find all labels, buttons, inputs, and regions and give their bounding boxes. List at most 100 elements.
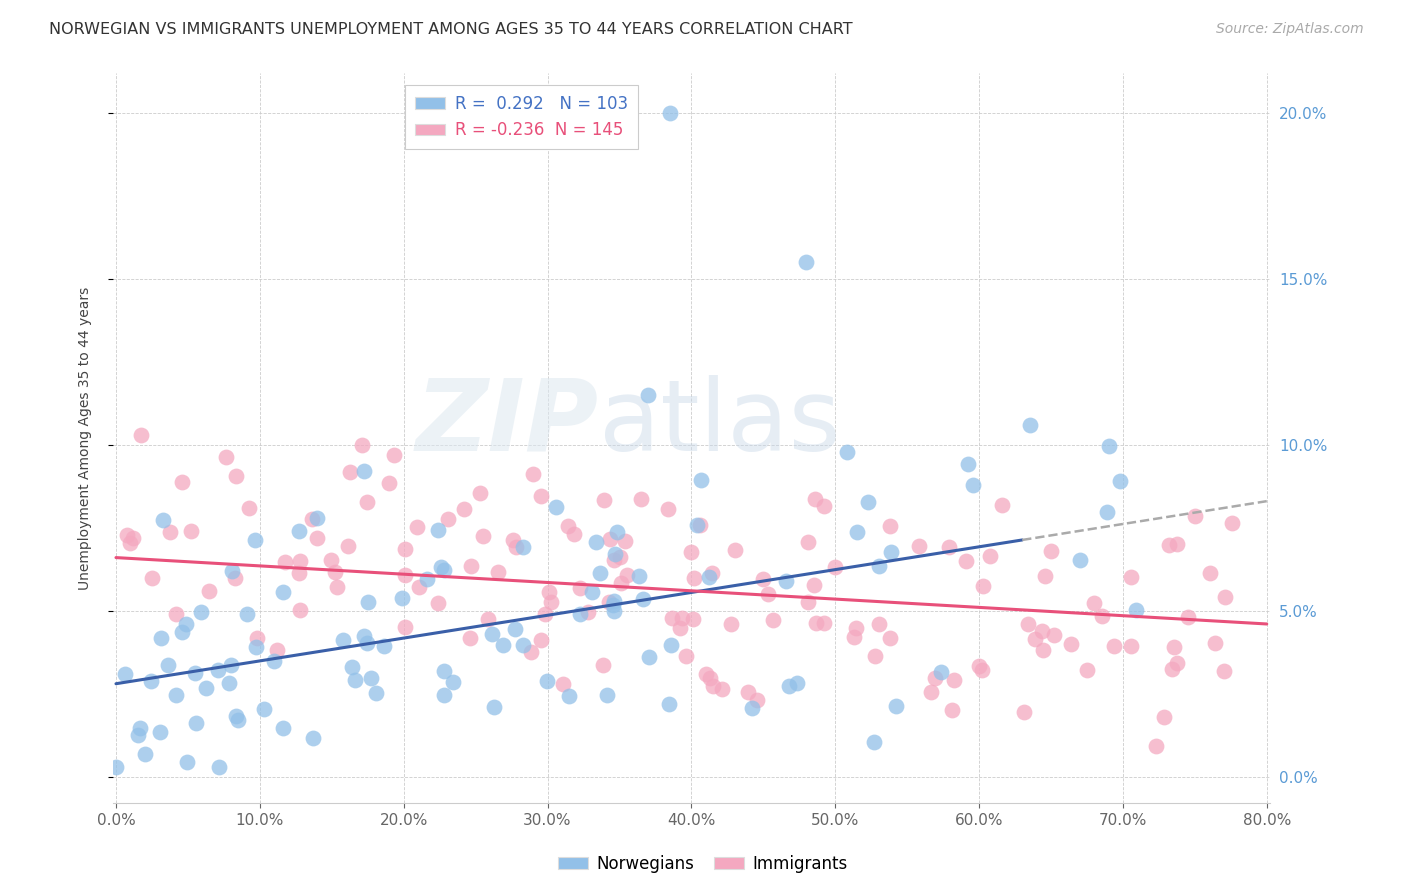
Point — [689, 518, 711, 533]
Point — [520, 644, 543, 658]
Point — [243, 533, 266, 547]
Point — [482, 700, 505, 714]
Point — [690, 473, 713, 487]
Point — [364, 686, 387, 700]
Point — [530, 489, 553, 503]
Point — [430, 560, 453, 574]
Text: Source: ZipAtlas.com: Source: ZipAtlas.com — [1216, 22, 1364, 37]
Point — [862, 735, 884, 749]
Point — [176, 756, 198, 770]
Point — [585, 535, 607, 549]
Point — [360, 672, 382, 686]
Point — [441, 674, 464, 689]
Point — [1166, 656, 1188, 670]
Point — [1153, 710, 1175, 724]
Point — [433, 564, 456, 578]
Point — [159, 524, 181, 539]
Point — [1017, 617, 1039, 632]
Point — [962, 478, 984, 492]
Point — [589, 566, 612, 581]
Text: ZIP: ZIP — [416, 375, 599, 472]
Text: atlas: atlas — [599, 375, 841, 472]
Point — [486, 566, 509, 580]
Point — [657, 502, 679, 516]
Point — [305, 511, 328, 525]
Point — [813, 616, 835, 631]
Point — [609, 576, 631, 591]
Point — [198, 583, 221, 598]
Point — [394, 541, 416, 556]
Point — [343, 673, 366, 687]
Point — [606, 524, 628, 539]
Point — [416, 572, 439, 586]
Point — [437, 512, 460, 526]
Point — [139, 673, 162, 688]
Point — [720, 616, 742, 631]
Point — [326, 580, 349, 594]
Point — [427, 596, 450, 610]
Point — [225, 709, 247, 723]
Point — [332, 632, 354, 647]
Point — [845, 524, 868, 539]
Point — [967, 659, 990, 673]
Point — [274, 555, 297, 569]
Point — [115, 527, 138, 541]
Point — [246, 631, 269, 645]
Point — [236, 607, 259, 621]
Point — [190, 605, 212, 619]
Point — [786, 675, 808, 690]
Point — [221, 658, 243, 673]
Point — [546, 500, 568, 514]
Legend: R =  0.292   N = 103, R = -0.236  N = 145: R = 0.292 N = 103, R = -0.236 N = 145 — [405, 85, 638, 149]
Point — [301, 512, 323, 526]
Point — [408, 580, 430, 594]
Point — [460, 559, 482, 574]
Point — [879, 518, 901, 533]
Point — [1213, 664, 1236, 678]
Point — [245, 640, 267, 654]
Point — [512, 638, 534, 652]
Point — [118, 536, 141, 550]
Point — [225, 469, 247, 483]
Point — [683, 571, 706, 585]
Point — [357, 595, 380, 609]
Point — [1060, 637, 1083, 651]
Point — [603, 604, 626, 618]
Point — [1032, 643, 1054, 657]
Point — [803, 578, 825, 592]
Point — [353, 464, 375, 478]
Point — [1213, 590, 1236, 604]
Point — [1043, 628, 1066, 642]
Point — [356, 495, 378, 509]
Point — [266, 642, 288, 657]
Point — [505, 541, 527, 555]
Point — [458, 632, 481, 646]
Point — [979, 549, 1001, 564]
Point — [394, 620, 416, 634]
Point — [592, 658, 614, 673]
Point — [813, 499, 835, 513]
Point — [184, 666, 207, 681]
Point — [775, 574, 797, 588]
Point — [661, 610, 683, 624]
Point — [468, 485, 491, 500]
Point — [1091, 608, 1114, 623]
Point — [307, 531, 329, 545]
Point — [858, 495, 880, 509]
Point — [628, 569, 651, 583]
Point — [638, 649, 661, 664]
Point — [1076, 663, 1098, 677]
Point — [956, 457, 979, 471]
Point — [433, 664, 456, 678]
Point — [149, 725, 172, 739]
Point — [842, 630, 865, 644]
Point — [806, 616, 828, 631]
Point — [1119, 570, 1142, 584]
Point — [114, 667, 136, 681]
Point — [1177, 610, 1199, 624]
Point — [1024, 632, 1046, 647]
Point — [170, 625, 193, 640]
Point — [1033, 569, 1056, 583]
Point — [302, 731, 325, 746]
Point — [609, 549, 631, 564]
